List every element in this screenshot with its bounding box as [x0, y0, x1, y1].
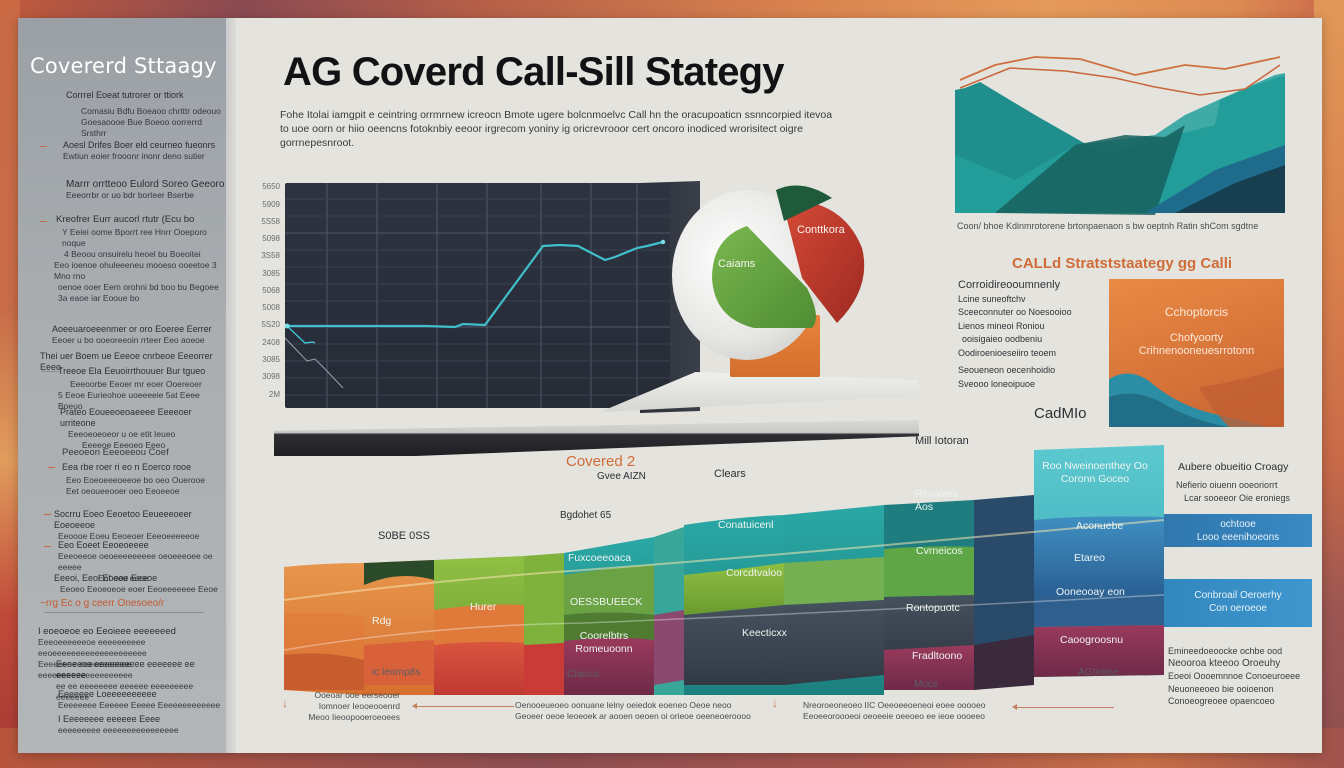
sidebar-block: Kreofrer Eurr aucorl rtutr (Ecu bo Y Eei… [54, 214, 219, 303]
flow-segment-label: OESSBUEECK [570, 596, 643, 608]
sidebar-block: Eeeeeoe eeeeeeeeee eeeeeee ee eeeeee ee … [56, 659, 195, 702]
flow-segment-label: Keecticxx [742, 627, 787, 639]
right-section-list: Emineedoeoocke ochbe ood Neooroa kteeoo … [1168, 646, 1301, 706]
sidebar-highlight: Peeoeon Eeeoeeou Coef [62, 447, 169, 458]
bullet-marker [40, 221, 47, 222]
sidebar-block: Eeo Eoeet Eeoeoeeee Eeeoeeoe oeoeeeeeeee… [58, 540, 213, 583]
footnote: Ooeoar ooe eerseooer Iomnoer Ieooeooenrd… [308, 690, 400, 722]
footnote-marker-icon: ↓ [772, 696, 778, 710]
flow-subtitle: Gvee AIZN [597, 471, 646, 482]
divider [42, 371, 60, 372]
strategy-title: CALLd Stratststaategy gg Calli [1012, 255, 1233, 272]
sidebar-panel: Covererd Sttaagy Corrrel Eoeat tutrorer … [18, 18, 236, 753]
flow-segment-label: Coorelbtrs Romeuoonn [575, 630, 633, 655]
flow-bottom-label: ic leornp8s [372, 667, 421, 678]
sidebar-block: Marrr orrtteoo Eulord Soreo Geeoro Eeeor… [66, 179, 225, 200]
sidebar-title: Covererd Sttaagy [30, 54, 217, 78]
page-title: AG Coverd Call-Sill Stategy [283, 50, 785, 94]
flow-segment-label: Rontopuotc [906, 602, 960, 614]
flow-title: Covered 2 [566, 453, 636, 470]
sidebar-block: Treeoe Ela Eeuoirrthouuer Bur tgueo Eeeo… [58, 366, 206, 411]
sidebar-block: I eoeoeoe eo Eeoieee eeeeeeed Eeeoeeeeee… [38, 626, 176, 680]
sidebar-block: Aoesl Drifes Boer eld ceurneo fueonrs Ew… [63, 140, 216, 161]
flow-segment-label: Ooneooay eon [1056, 586, 1125, 598]
flow-chart-svg [284, 445, 1164, 695]
flow-stage-label: Mill Iotoran [915, 435, 969, 447]
sidebar-block: Prateo Eoueeoeoaeeee Eeeeoer urriteone E… [60, 407, 192, 450]
flow-segment-label: Fradltoono [912, 650, 963, 662]
card-wave [1109, 367, 1284, 427]
sidebar-accent: ~rrg Ec o g ceerr Onesoeo/r [40, 598, 165, 609]
flow-stage-label: Clears [714, 468, 746, 480]
flow-bottom-label: Mocs [914, 679, 938, 690]
sidebar-block: I Eeeeeeee eeeeee Eeee eeeeeeeee eeeeeee… [58, 714, 179, 735]
footnote-arrow [412, 703, 514, 709]
sidebar-block: Thei uer Boem ue Eeeoe cnrbeoe Eeeorrer … [40, 351, 213, 372]
flow-segment-label: Etareo [1074, 552, 1105, 564]
footnote: Nreoroeoneoeo IIC Oeeoeeoeneoi eoee oooo… [803, 700, 986, 721]
flow-segment-label: Caoogroosnu [1060, 634, 1124, 646]
sidebar-block: Eea rbe roer ri eo n Eoerco rooe Eeo Eoe… [62, 462, 205, 496]
pie-label-red: Conttkora [797, 224, 845, 236]
flow-stage-label: Bgdohet 65 [560, 510, 612, 521]
flow-segment-label: Hurer [470, 601, 497, 613]
background-left [0, 0, 20, 768]
bullet-marker [44, 546, 51, 547]
sidebar-edge [226, 18, 236, 753]
sidebar-block: Socrru Eoeo Eeoetoo Eeueeeoeer Eoeoeeoe … [54, 509, 200, 541]
info-card: ochtooe Looo eeenihoeons [1164, 514, 1312, 547]
pie-chart-svg [712, 185, 865, 328]
footnote: Oenooeueoeo oonuane lelny oeiedok eoeneo… [515, 700, 751, 721]
flow-segment-label: Roo Nweinoenthey Oo Coronn Goceo [1042, 460, 1148, 485]
pie-label-green: Caiams [718, 258, 756, 270]
bullet-marker [40, 146, 47, 147]
sidebar-block: Corrrel Eoeat tutrorer or ttiork Comasiu… [66, 90, 221, 138]
line-chart-svg [284, 183, 670, 408]
flow-segment-label: Corcdtvaloo [726, 567, 783, 579]
footnote-arrow [1012, 704, 1114, 710]
sidebar-block: Eeeoi, Eeoi Eoeoe Eeeoe Eeoeo Eeoeoeoe e… [54, 573, 218, 594]
flow-segment-label: Conatuicenl [718, 519, 774, 531]
sidebar-block: Aoeeuaroeeenmer or oro Eoeree Eerrer Eeo… [52, 324, 212, 345]
strategy-callout: CadMIo [1034, 405, 1087, 422]
flow-bottom-label: Claiscs [567, 669, 600, 680]
flow-segment-label: Rinvioies Aos [915, 488, 958, 513]
line-chart-panel [284, 183, 670, 408]
page-description: Fohe Itolai iamgpit e ceintring orrmrnew… [280, 109, 833, 149]
sidebar-block: Eeeeeee Loeeeeeeeeee Eeeeeeee Eeeeee Eee… [58, 689, 221, 710]
flow-segment-label: Rdg [372, 615, 392, 627]
flow-segment-label: Cvrneicos [916, 545, 963, 557]
divider [44, 612, 204, 613]
strategy-card: Cchoptorcis Chofyoorty Crihnenooneuesrro… [1109, 279, 1284, 427]
flow-segment-label: Aconuebe [1076, 520, 1124, 532]
flow-stage-label: S0BE 0SS [378, 530, 430, 542]
flow-segment-label: Fuxcoeeoaca [568, 552, 632, 564]
area-chart-svg [955, 56, 1285, 215]
right-section-sub: Nefierio oiuenn ooeoriorrt Lcar sooeeor … [1176, 480, 1291, 503]
area-chart-caption: Coon/ bhoe Kdinmrotorene brtonpaenaon s … [957, 221, 1259, 231]
flow-bottom-label: AGtioiine [1078, 667, 1119, 678]
strategy-list: Corroidireooumnenly Lcine suneoftchv Sce… [958, 279, 1072, 389]
bullet-marker [48, 467, 55, 468]
bullet-marker [44, 514, 51, 515]
right-section-title: Aubere obueitio Croagy [1178, 461, 1289, 473]
footnote-marker-icon: ↓ [282, 696, 288, 710]
info-card: Conbroail Oeroerhy Con oeroeoe [1164, 579, 1312, 627]
